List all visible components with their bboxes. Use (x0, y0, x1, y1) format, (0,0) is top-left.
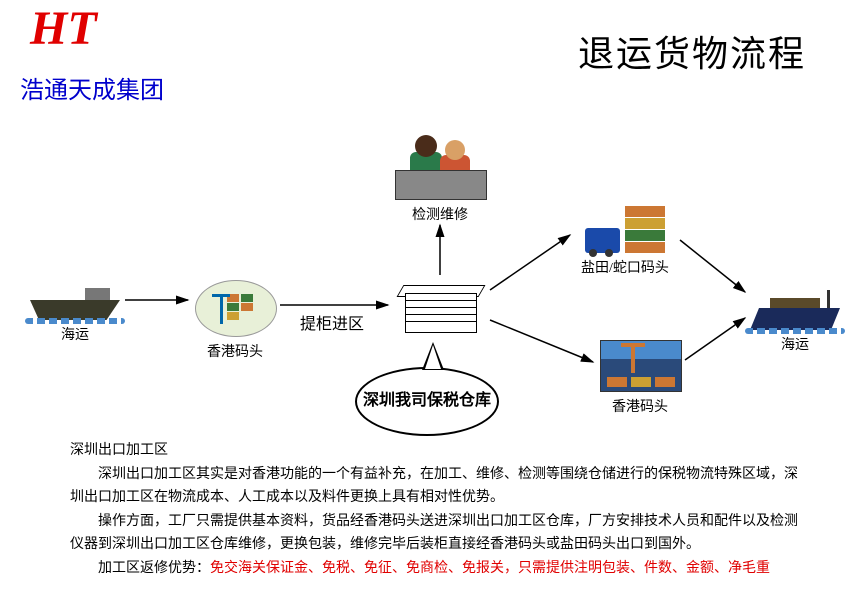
workers-icon (395, 130, 485, 200)
bubble-tail-fill (425, 345, 441, 369)
body-heading: 深圳出口加工区 (70, 440, 810, 462)
node-hk-port: 香港码头 (195, 280, 275, 361)
node-hk-port-2: 香港码头 (600, 340, 680, 416)
label-yantian: 盐田/蛇口码头 (575, 257, 675, 277)
node-warehouse (395, 278, 485, 333)
body-p3-red: 免交海关保证金、免税、免征、免商检、免报关，只需提供注明包装、件数、金额、净毛重 (210, 561, 770, 576)
label-sea-in: 海运 (30, 324, 120, 344)
label-edge-2: 提柜进区 (300, 310, 364, 334)
body-p3-prefix: 加工区返修优势： (98, 561, 210, 576)
label-sea-out: 海运 (750, 334, 840, 354)
page-title: 退运货物流程 (578, 25, 806, 77)
dock-icon (600, 340, 682, 392)
node-sea-in: 海运 (30, 270, 120, 344)
logo-subtitle: 浩通天成集团 (20, 70, 164, 105)
node-yantian: 盐田/蛇口码头 (575, 198, 675, 277)
warehouse-icon (395, 278, 485, 333)
yard-icon (580, 198, 670, 253)
body-p2: 操作方面，工厂只需提供基本资料，货品经香港码头送进深圳出口加工区仓库，厂方安排技… (70, 511, 810, 556)
label-inspect: 检测维修 (395, 204, 485, 224)
bubble-text: 深圳我司保税仓库 (363, 391, 491, 412)
body-text: 深圳出口加工区 深圳出口加工区其实是对香港功能的一个有益补充，在加工、维修、检测… (70, 440, 810, 582)
node-sea-out: 海运 (750, 280, 840, 354)
label-hk-port-2: 香港码头 (600, 396, 680, 416)
node-inspect: 检测维修 (395, 130, 485, 224)
ship-out-icon (750, 280, 840, 330)
port-icon (195, 280, 277, 337)
ship-icon (30, 270, 120, 320)
logo-ht: HT (30, 5, 97, 53)
warehouse-bubble: 深圳我司保税仓库 (355, 367, 499, 436)
body-p1: 深圳出口加工区其实是对香港功能的一个有益补充，在加工、维修、检测等围绕仓储进行的… (70, 464, 810, 509)
body-p3: 加工区返修优势：免交海关保证金、免税、免征、免商检、免报关，只需提供注明包装、件… (70, 558, 810, 580)
label-hk-port: 香港码头 (195, 341, 275, 361)
